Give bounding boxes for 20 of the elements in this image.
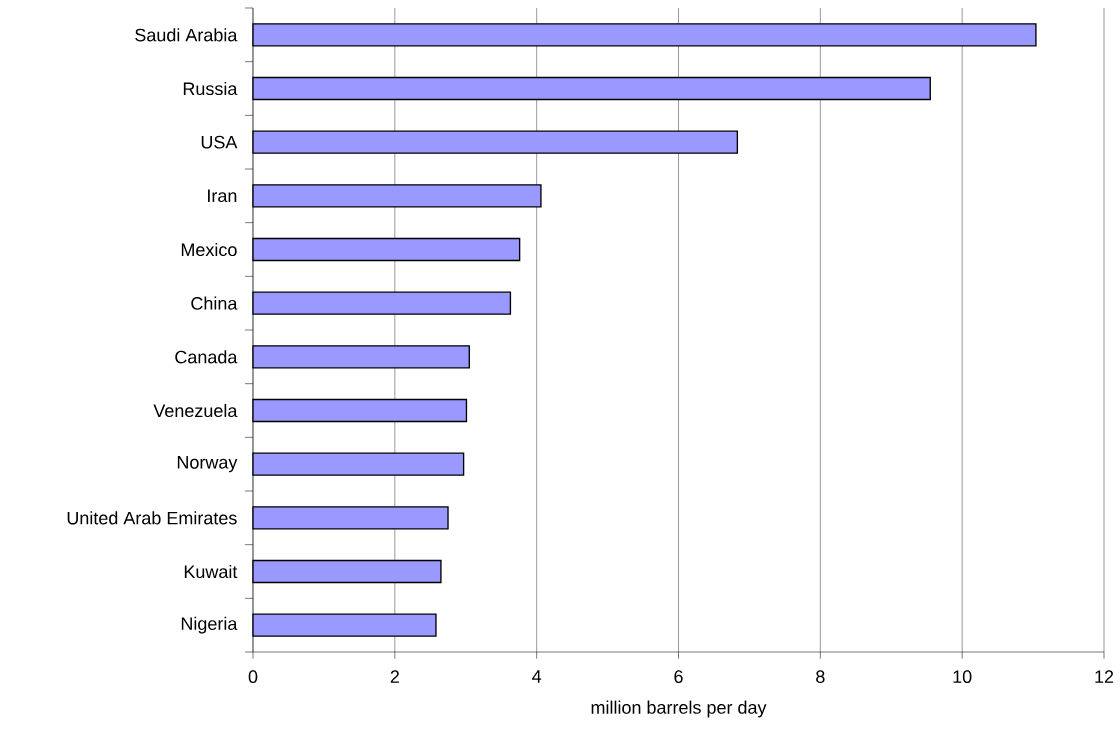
y-tick-label: Kuwait xyxy=(184,564,238,579)
x-tick-label: 6 xyxy=(674,670,683,684)
y-tick-label: United Arab Emirates xyxy=(67,511,237,525)
x-tick-label: 12 xyxy=(1095,670,1114,683)
x-tick-label: 10 xyxy=(953,670,972,684)
y-tick-label: Venezuela xyxy=(153,403,238,418)
y-tick-label: Canada xyxy=(175,350,238,364)
y-tick-label: Norway xyxy=(177,456,238,473)
x-axis-title: million barrels per day xyxy=(591,700,767,718)
x-tick-label: 8 xyxy=(816,670,825,684)
y-tick-label: China xyxy=(191,296,238,310)
y-tick-label: Russia xyxy=(183,81,238,96)
x-tick-label: 4 xyxy=(532,670,542,683)
x-tick-label: 0 xyxy=(248,670,258,684)
y-tick-label: Nigeria xyxy=(181,616,238,634)
y-tick-label: USA xyxy=(201,135,238,149)
y-tick-label: Saudi Arabia xyxy=(135,28,238,42)
y-tick-label: Iran xyxy=(208,189,237,203)
y-tick-label: Mexico xyxy=(181,242,237,257)
x-tick-label: 2 xyxy=(390,670,399,683)
